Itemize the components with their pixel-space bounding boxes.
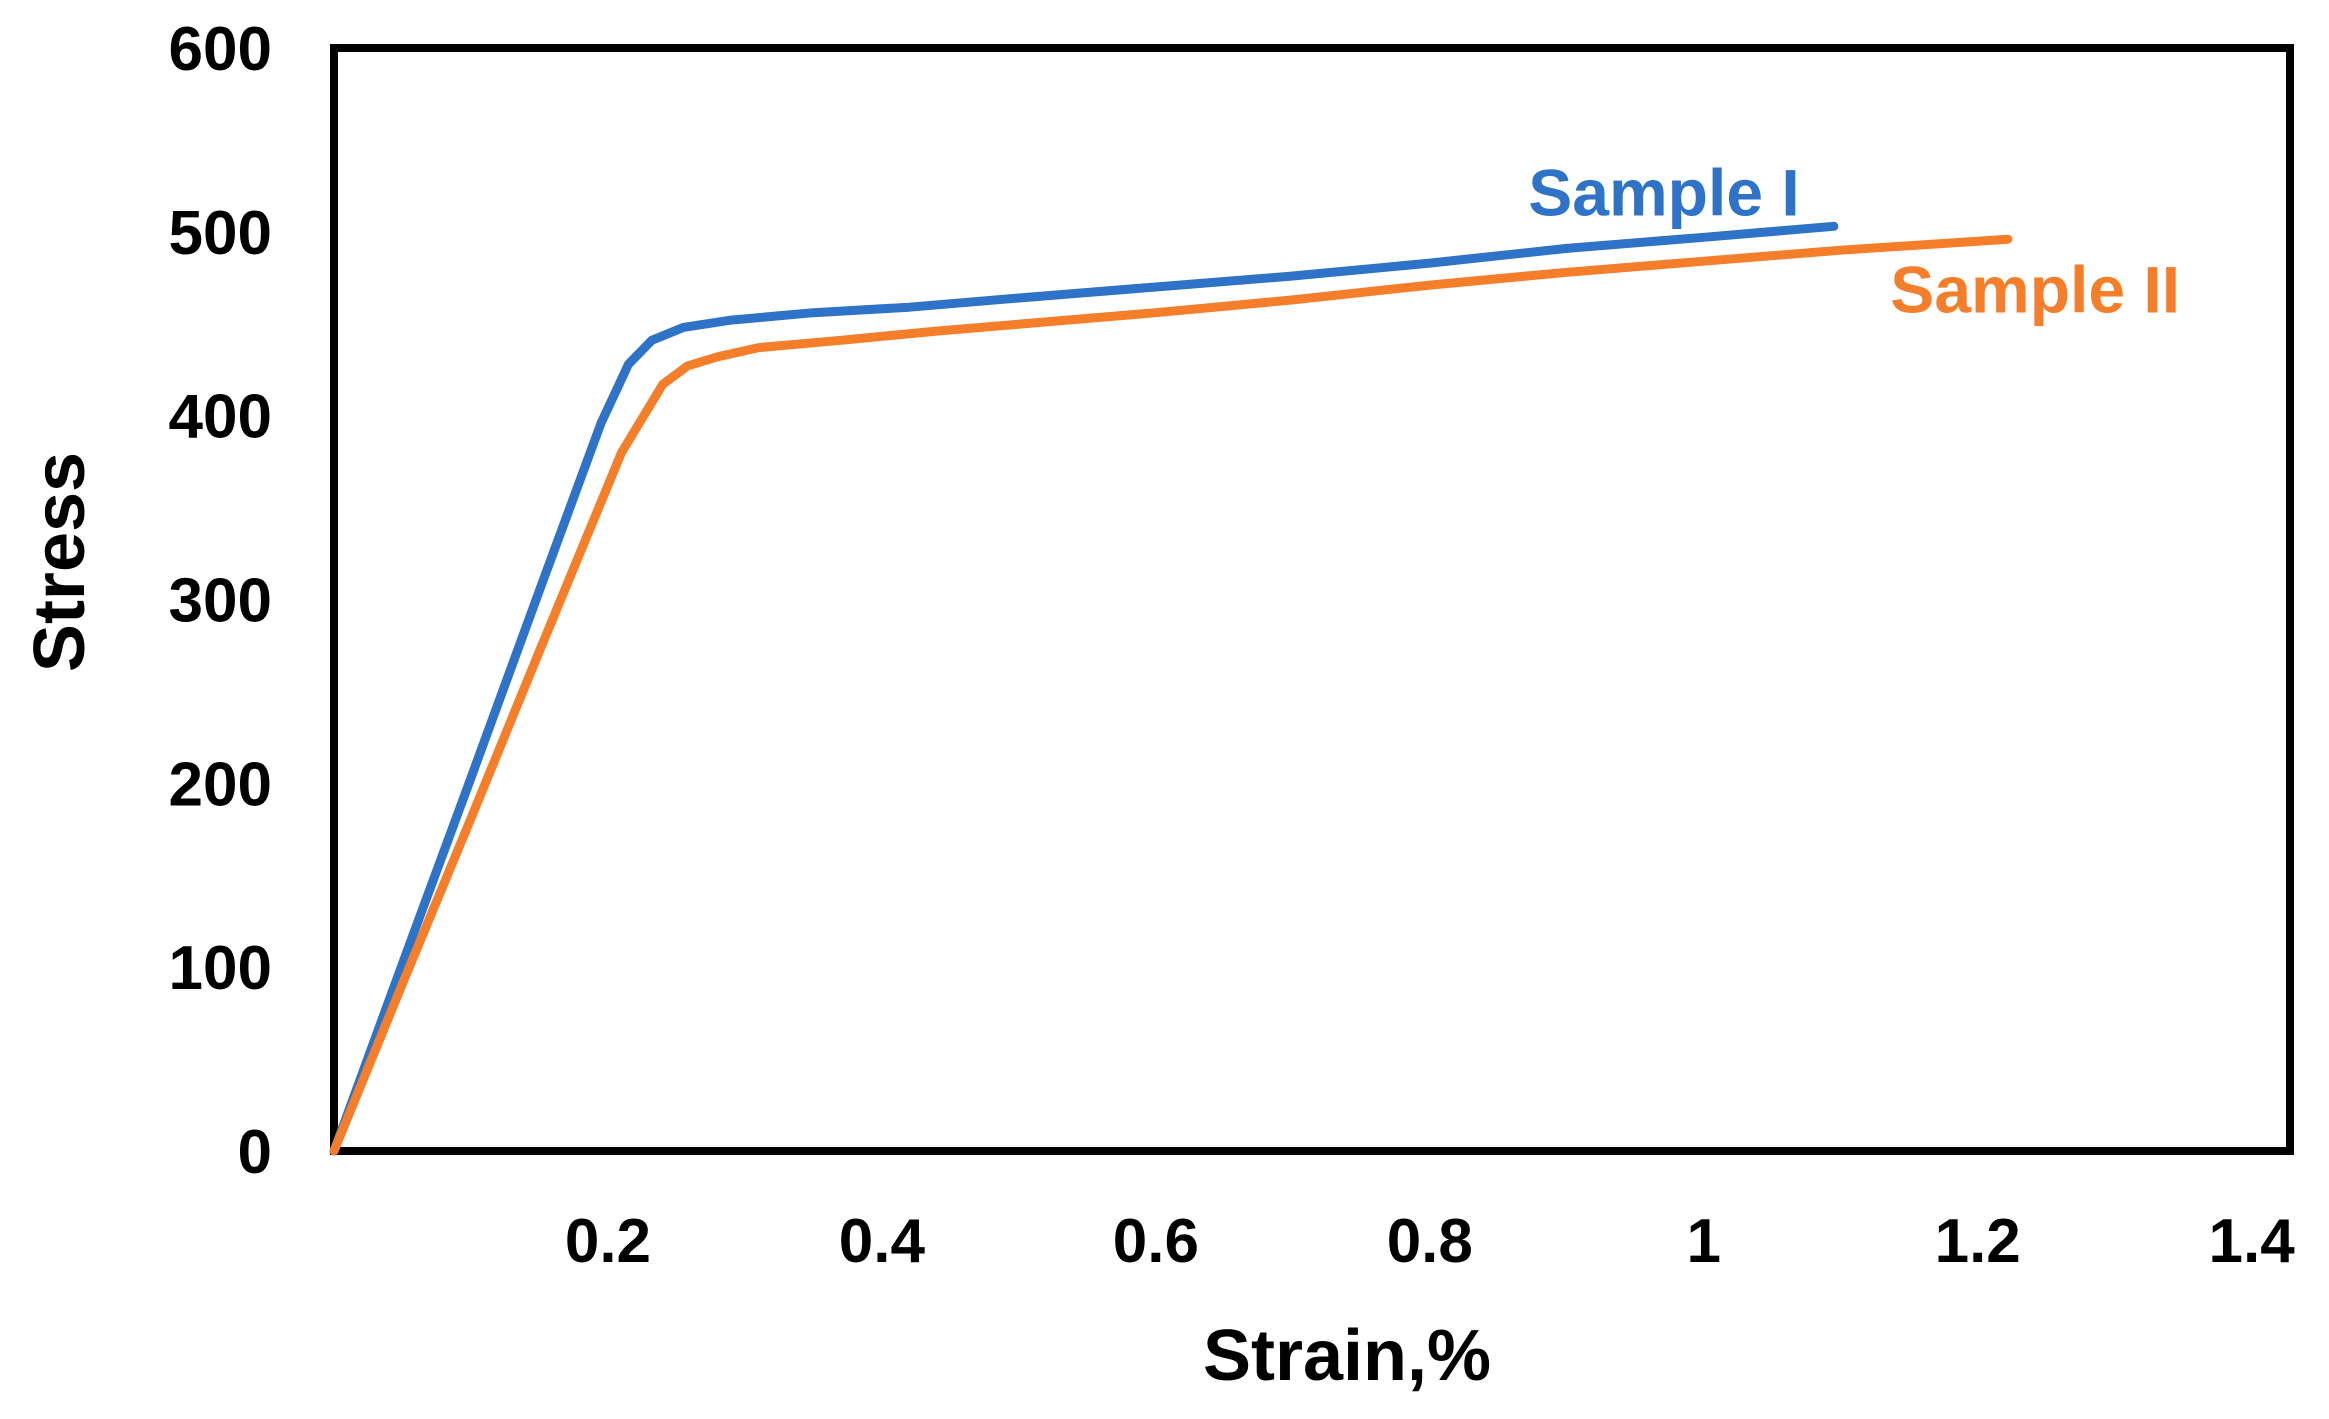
plot-border: [330, 44, 2294, 1155]
series-curves: [329, 221, 2013, 1156]
x-axis-tick-labels: 0.2 0.4 0.6 0.8 1 1.2 1.4: [565, 1207, 2295, 1276]
y-tick-label-500: 500: [169, 199, 272, 268]
x-tick-label-1: 1: [1687, 1207, 1721, 1276]
series-label-sample-1: Sample I: [1528, 155, 1799, 229]
x-tick-label-0.4: 0.4: [839, 1207, 926, 1276]
x-tick-label-0.6: 0.6: [1113, 1207, 1199, 1276]
series-label-sample-2: Sample II: [1890, 253, 2180, 327]
x-axis-title: Strain,%: [1203, 1316, 1491, 1396]
y-tick-label-100: 100: [169, 934, 272, 1003]
curve-sample-ii: [329, 234, 2013, 1156]
x-tick-label-1.2: 1.2: [1935, 1207, 2021, 1276]
y-tick-label-300: 300: [169, 567, 272, 636]
x-tick-label-0.2: 0.2: [565, 1207, 651, 1276]
x-tick-label-0.8: 0.8: [1387, 1207, 1473, 1276]
y-tick-label-200: 200: [169, 750, 272, 819]
x-tick-label-1.4: 1.4: [2209, 1207, 2296, 1276]
y-tick-label-400: 400: [169, 383, 272, 452]
y-axis-tick-labels: 0 100 200 300 400 500 600: [169, 15, 272, 1187]
y-tick-label-600: 600: [169, 15, 272, 84]
curve-sample-i: [329, 221, 1839, 1156]
y-axis-title: Stress: [20, 452, 100, 672]
y-tick-label-0: 0: [238, 1118, 272, 1187]
